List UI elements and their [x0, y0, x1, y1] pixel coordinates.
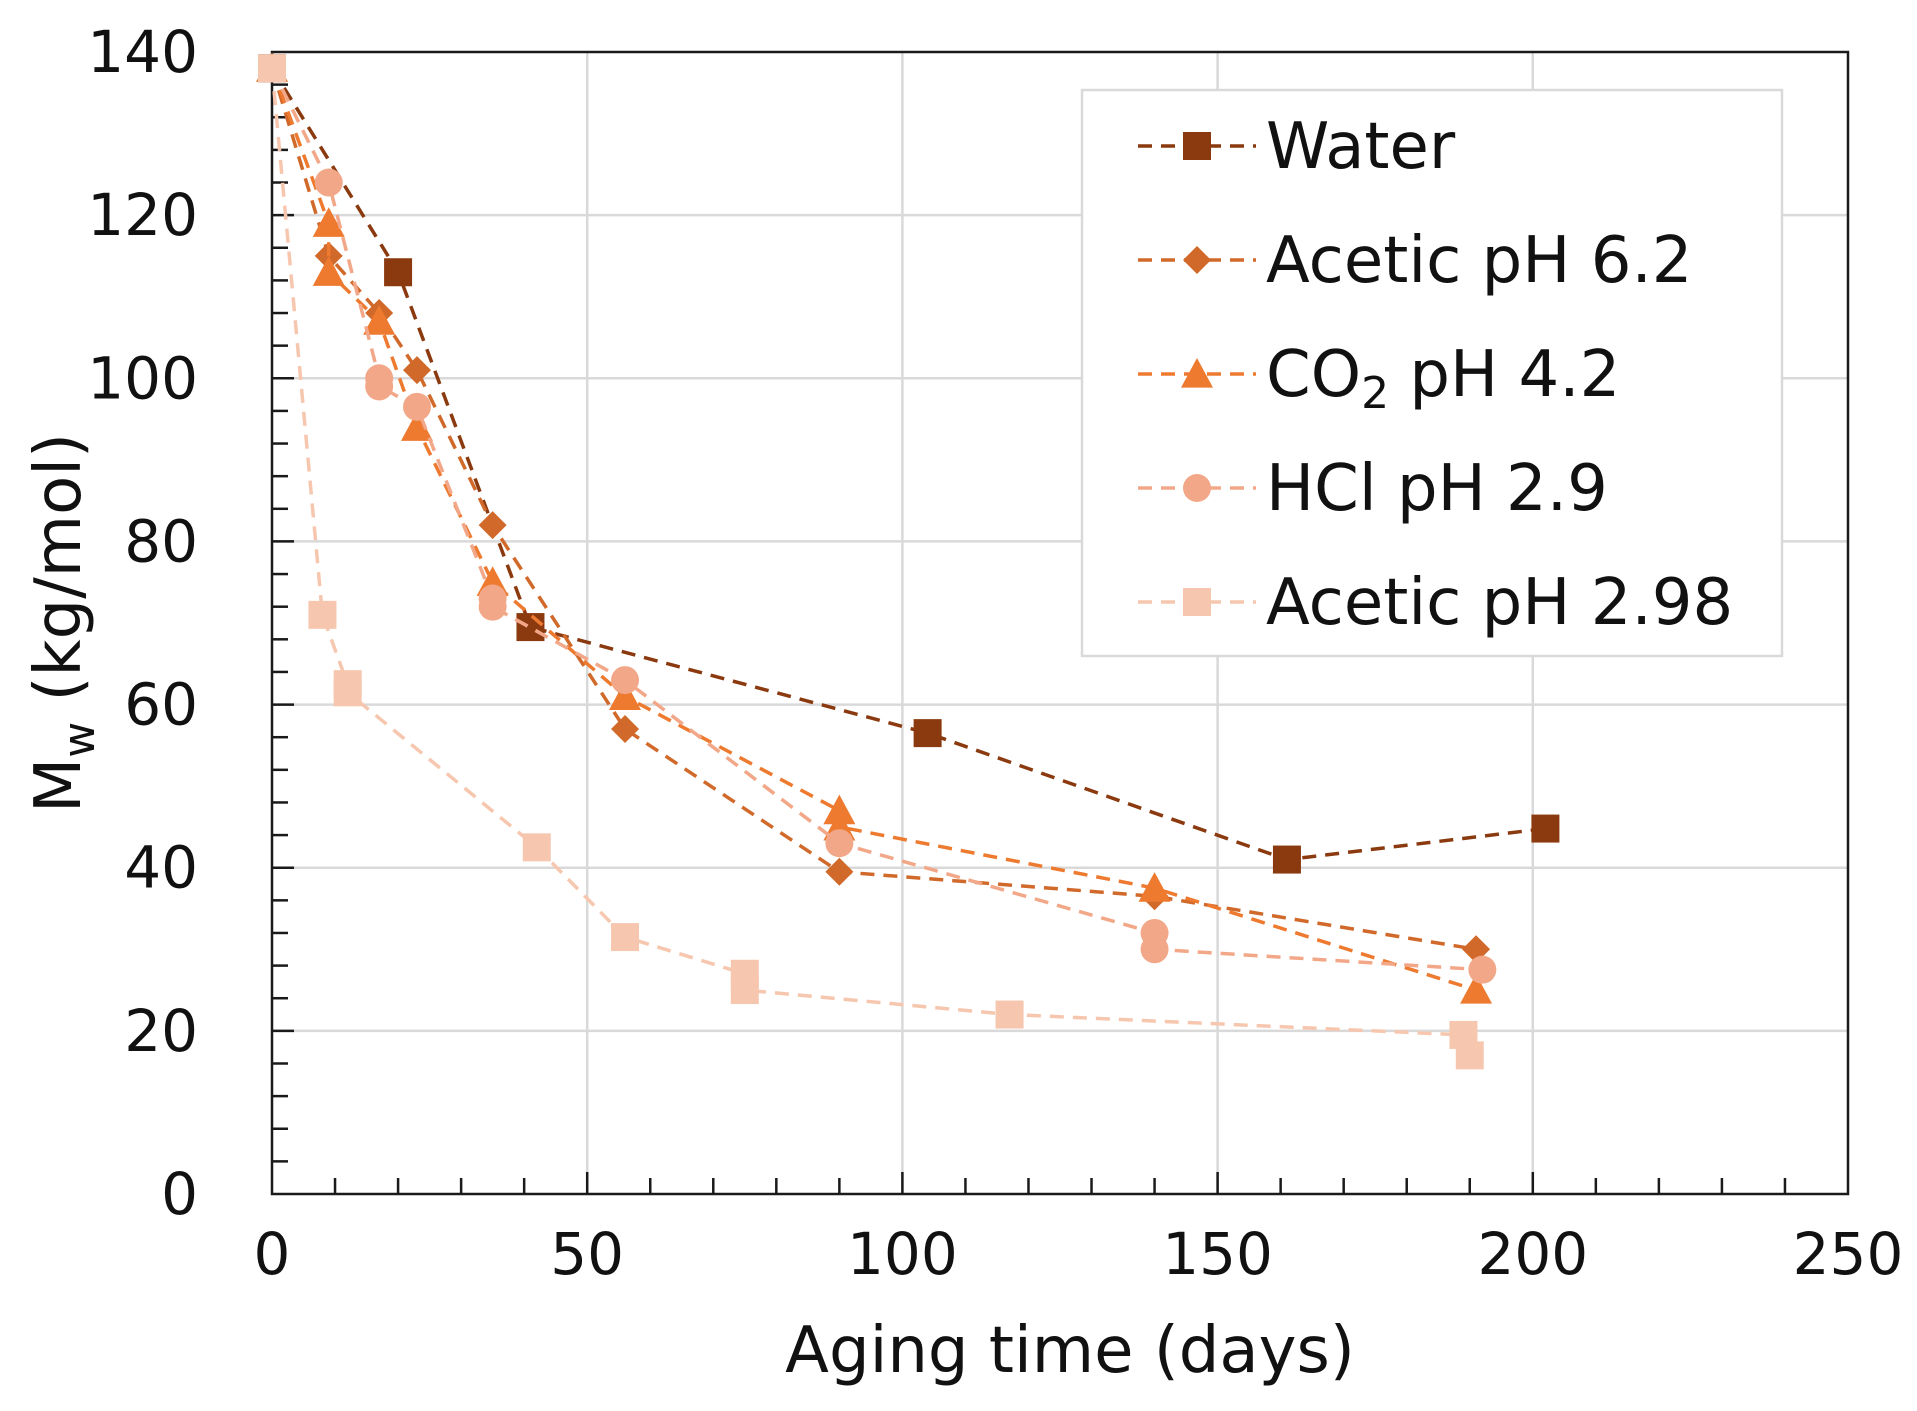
y-axis-title-subscript: w [54, 722, 105, 758]
legend-entry: Acetic pH 2.98 [1138, 566, 1733, 640]
y-tick-label: 20 [124, 997, 198, 1065]
legend-marker [1181, 358, 1213, 388]
legend-label-main: Acetic pH 2.98 [1266, 566, 1733, 640]
legend-marker [1183, 474, 1211, 502]
data-point [825, 829, 854, 858]
axis-ticks [272, 83, 1787, 1194]
data-point [258, 54, 286, 83]
legend-label-subscript: 2 [1361, 368, 1389, 419]
data-point [384, 258, 413, 287]
data-point [1272, 845, 1301, 874]
data-point [611, 715, 640, 744]
data-point [363, 305, 396, 335]
data-point [1140, 935, 1169, 964]
data-point [365, 372, 394, 401]
legend: Water Acetic pH 6.2 CO2 pH 4.2 HCl pH 2.9 Ac… [1080, 88, 1784, 658]
data-point [312, 207, 345, 237]
series-line [270, 67, 1546, 862]
legend-entry: HCl pH 2.9 [1138, 452, 1608, 526]
data-point [312, 256, 345, 286]
data-point [1138, 872, 1171, 902]
x-tick-label: 200 [1477, 1220, 1588, 1288]
series-group [256, 52, 1560, 1070]
x-tick-label: 250 [1793, 1220, 1904, 1288]
data-point [478, 511, 507, 540]
data-point [609, 680, 642, 711]
data-point [522, 833, 551, 862]
legend-label-rest: pH 4.2 [1389, 338, 1620, 412]
data-point [995, 1000, 1024, 1029]
y-tick-label: 80 [124, 507, 198, 575]
data-point [825, 857, 854, 886]
y-tick-label: 140 [87, 18, 198, 86]
x-tick-label: 150 [1162, 1220, 1273, 1288]
series-line [270, 67, 1477, 992]
data-point [314, 168, 343, 197]
y-axis-title: Mw (kg/mol) [22, 433, 105, 813]
data-point [1468, 955, 1497, 984]
legend-entry: Water [1138, 110, 1456, 184]
data-point [402, 392, 431, 421]
data-point [823, 794, 856, 825]
x-tick-label: 50 [550, 1220, 624, 1288]
data-point [333, 678, 362, 707]
data-point [611, 666, 640, 695]
legend-entry: Acetic pH 6.2 [1138, 224, 1693, 298]
legend-entry: CO2 pH 4.2 [1138, 338, 1620, 419]
data-point [400, 411, 433, 441]
x-tick-label: 0 [254, 1220, 291, 1288]
legend-entries: Water Acetic pH 6.2 CO2 pH 4.2 HCl pH 2.9 Ac… [1138, 110, 1733, 640]
data-point [913, 719, 942, 748]
legend-marker [1183, 132, 1211, 160]
legend-marker [1183, 246, 1211, 274]
plot-area-frame [270, 50, 1850, 1196]
legend-label: Water [1266, 110, 1456, 184]
legend-marker [1183, 588, 1211, 616]
legend-label-main: HCl pH 2.9 [1266, 452, 1608, 526]
legend-label: CO2 pH 4.2 [1266, 338, 1620, 419]
legend-label: Acetic pH 6.2 [1266, 224, 1693, 298]
x-axis-title: Aging time (days) [785, 1314, 1355, 1388]
legend-label-main: Water [1266, 110, 1456, 184]
series-co2-ph-4-2 [256, 52, 1493, 1004]
series-acetic-ph-2-98 [258, 54, 1484, 1070]
y-tick-label: 120 [87, 181, 198, 249]
data-point [730, 976, 759, 1005]
y-axis-title-rest: (kg/mol) [22, 433, 96, 722]
data-point [478, 592, 507, 621]
legend-label: HCl pH 2.9 [1266, 452, 1608, 526]
data-point [1455, 1041, 1484, 1070]
y-tick-label: 40 [124, 834, 198, 902]
legend-label: Acetic pH 2.98 [1266, 566, 1733, 640]
tick-labels: 0 50 100 150 200 250 0 20 40 60 80 100 120 140 [87, 18, 1903, 1288]
y-tick-label: 0 [161, 1160, 198, 1228]
data-point [1531, 814, 1560, 843]
data-point [402, 356, 431, 385]
series-hcl-ph-2-9 [258, 54, 1497, 984]
y-axis-title-main: M [22, 758, 96, 813]
y-tick-label: 100 [87, 344, 198, 412]
x-tick-label: 100 [847, 1220, 958, 1288]
legend-label-main: CO [1266, 338, 1361, 412]
data-point [308, 600, 337, 629]
y-tick-label: 60 [124, 671, 198, 739]
data-point [611, 923, 640, 952]
data-point [1460, 974, 1493, 1004]
data-point [516, 613, 545, 642]
legend-label-main: Acetic pH 6.2 [1266, 224, 1693, 298]
